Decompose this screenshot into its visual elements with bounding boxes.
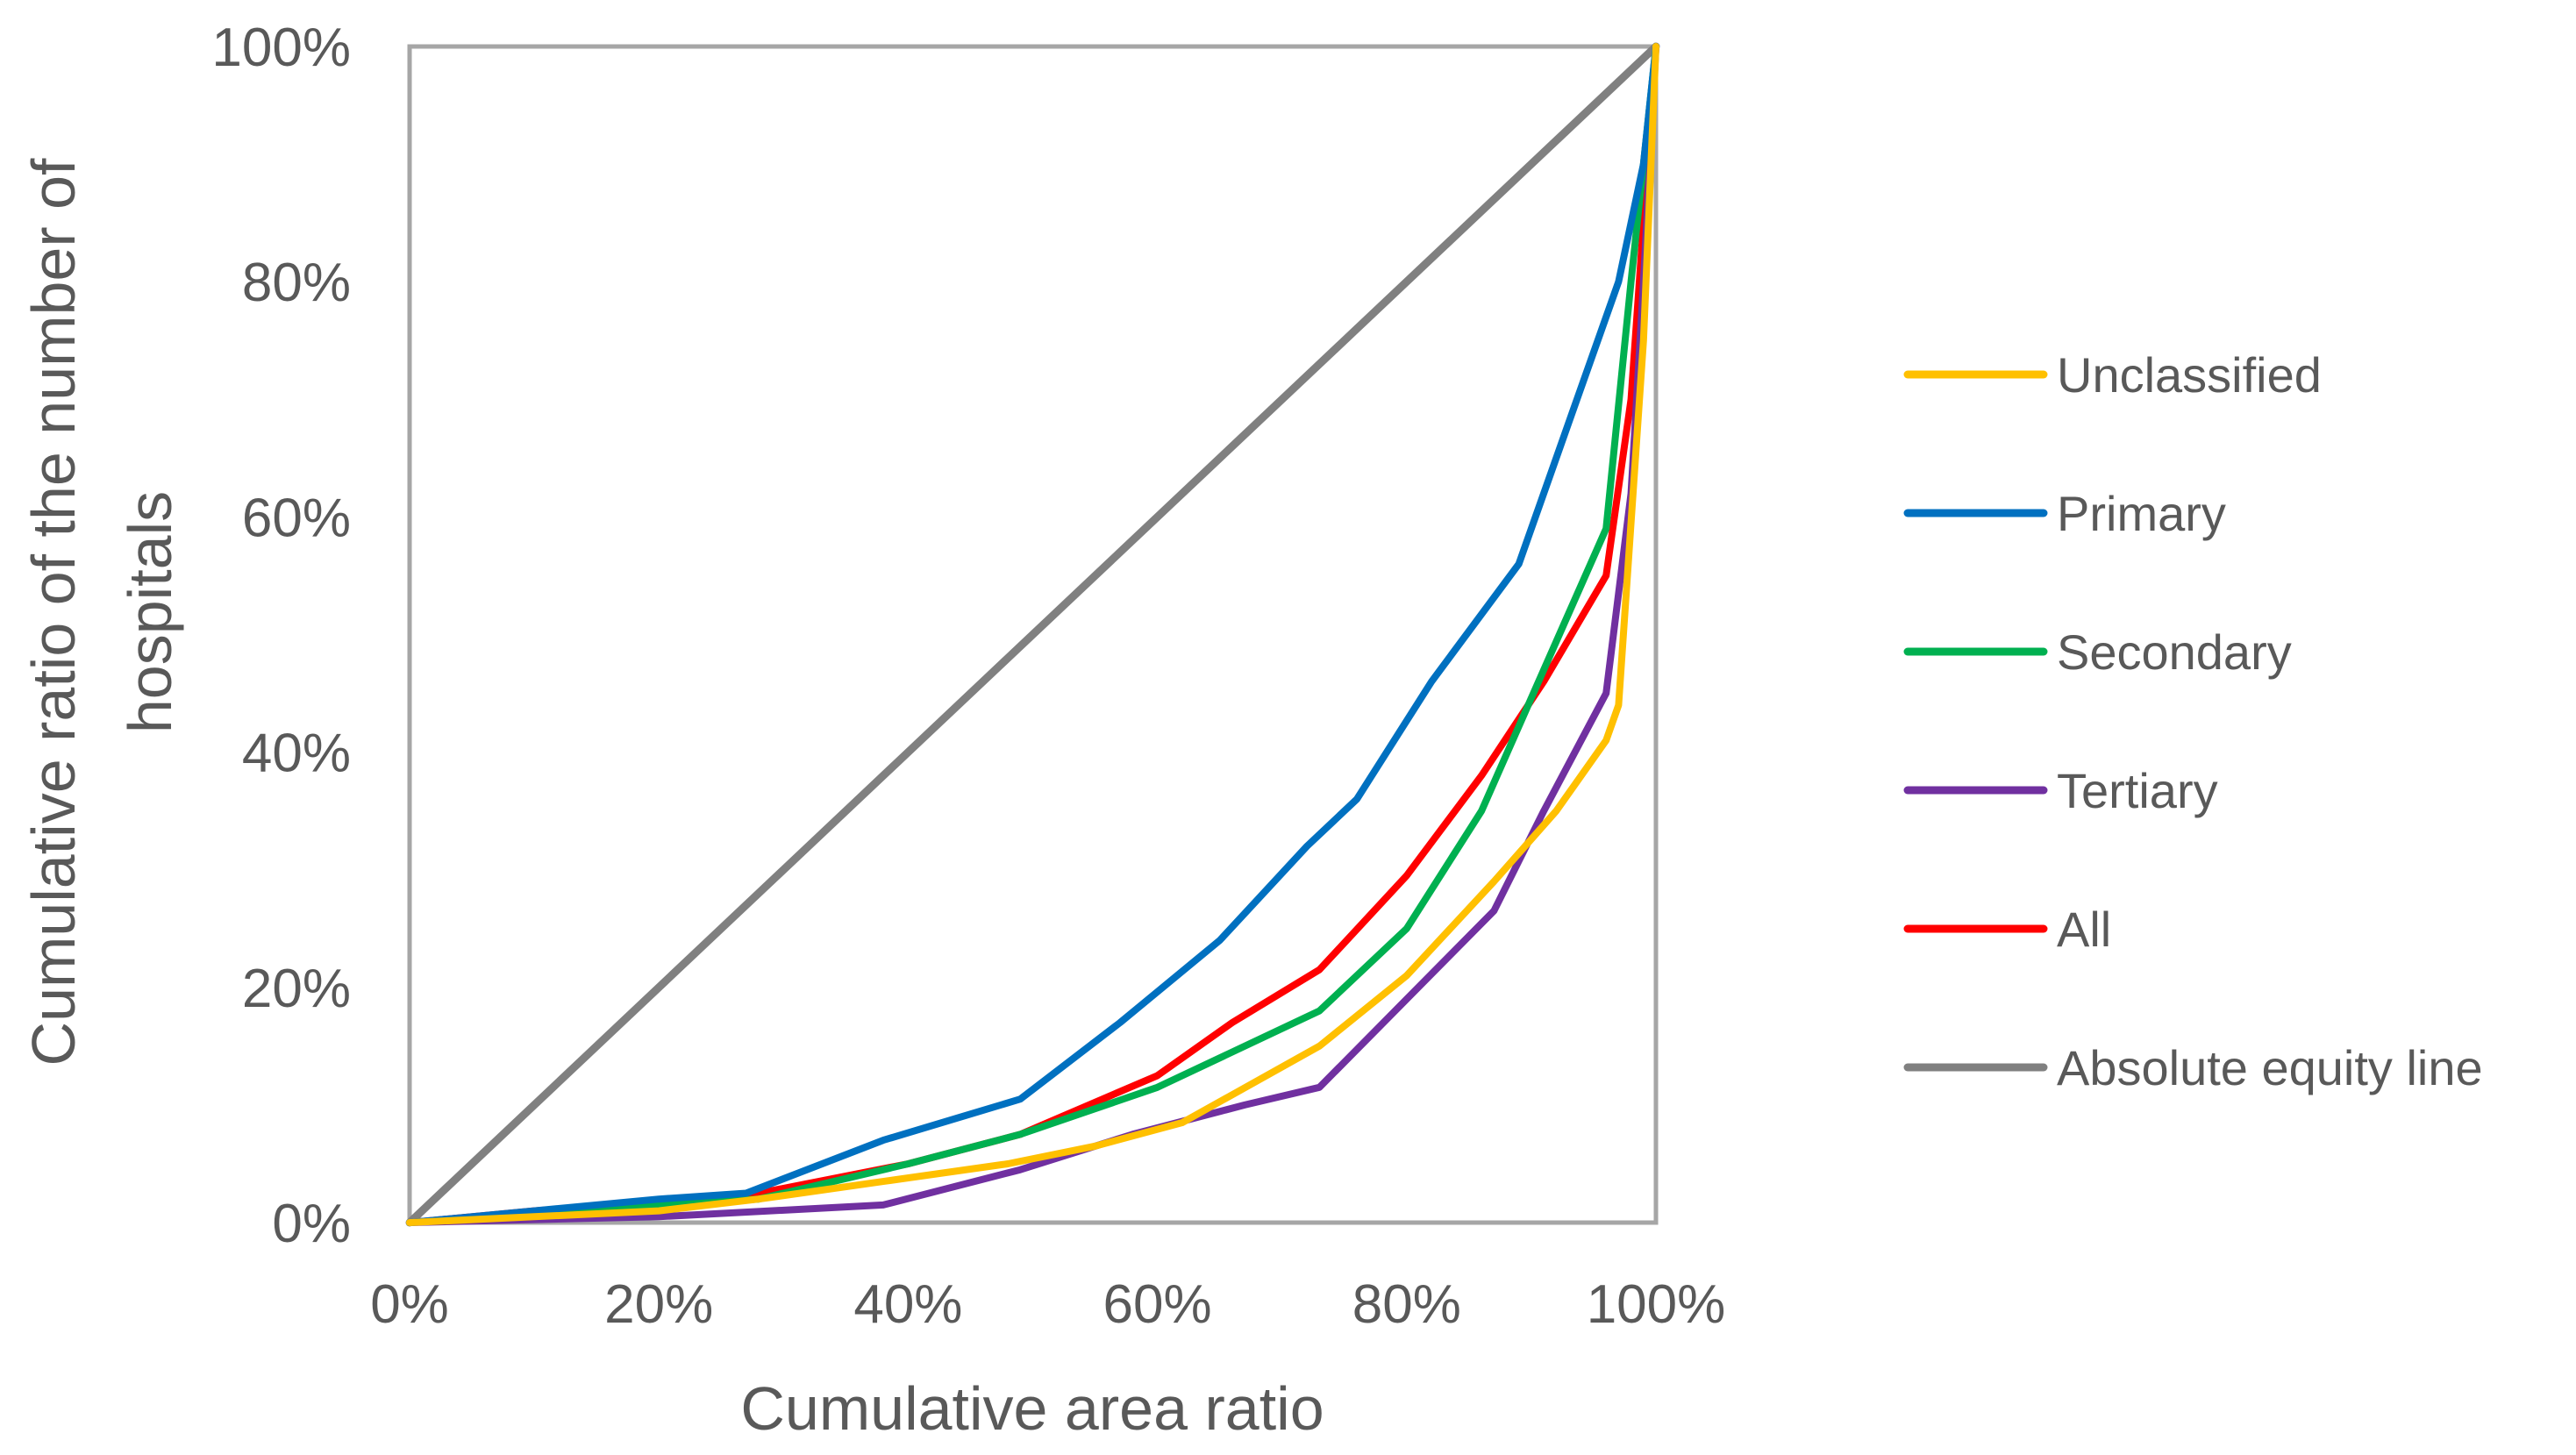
legend-label-primary: Primary — [2057, 486, 2226, 541]
series-line-secondary — [406, 43, 1659, 1226]
x-axis-tick-labels: 0% 20% 40% 60% 80% 100% — [370, 1274, 1725, 1335]
y-tick-label: 0% — [272, 1194, 351, 1254]
y-tick-label: 80% — [242, 253, 351, 313]
legend-label-absolute-equity-line: Absolute equity line — [2057, 1040, 2483, 1095]
y-tick-label: 40% — [242, 724, 351, 784]
x-tick-label: 20% — [604, 1274, 713, 1335]
plot-area — [405, 42, 1660, 1227]
x-tick-label: 80% — [1352, 1274, 1461, 1335]
series-line-absolute-equity-line — [405, 42, 1660, 1227]
plot-frame — [407, 44, 1659, 1225]
x-tick-label: 40% — [853, 1274, 962, 1335]
series-line-unclassified — [406, 43, 1659, 1226]
series-line-tertiary — [406, 43, 1659, 1226]
y-axis-title-line-2: hospitals — [116, 491, 184, 733]
x-axis-title: Cumulative area ratio — [740, 1374, 1324, 1443]
y-axis-tick-labels: 0% 20% 40% 60% 80% 100% — [211, 18, 351, 1254]
legend-label-all: All — [2057, 902, 2111, 957]
x-tick-label: 0% — [370, 1274, 449, 1335]
y-tick-label: 100% — [211, 18, 351, 78]
y-tick-label: 60% — [242, 488, 351, 548]
legend-label-unclassified: Unclassified — [2057, 347, 2322, 403]
y-axis-title-line-1: Cumulative ratio of the number of — [19, 158, 88, 1066]
series-line-primary — [406, 43, 1659, 1226]
x-tick-label: 60% — [1103, 1274, 1212, 1335]
y-tick-label: 20% — [242, 959, 351, 1019]
x-tick-label: 100% — [1587, 1274, 1726, 1335]
legend-label-secondary: Secondary — [2057, 624, 2292, 680]
series-layer — [405, 42, 1660, 1227]
legend-label-tertiary: Tertiary — [2057, 763, 2218, 818]
y-axis-title: Cumulative ratio of the number of hospit… — [19, 158, 184, 1066]
legend: Unclassified Primary Secondary Tertiary All A… — [1903, 347, 2483, 1095]
